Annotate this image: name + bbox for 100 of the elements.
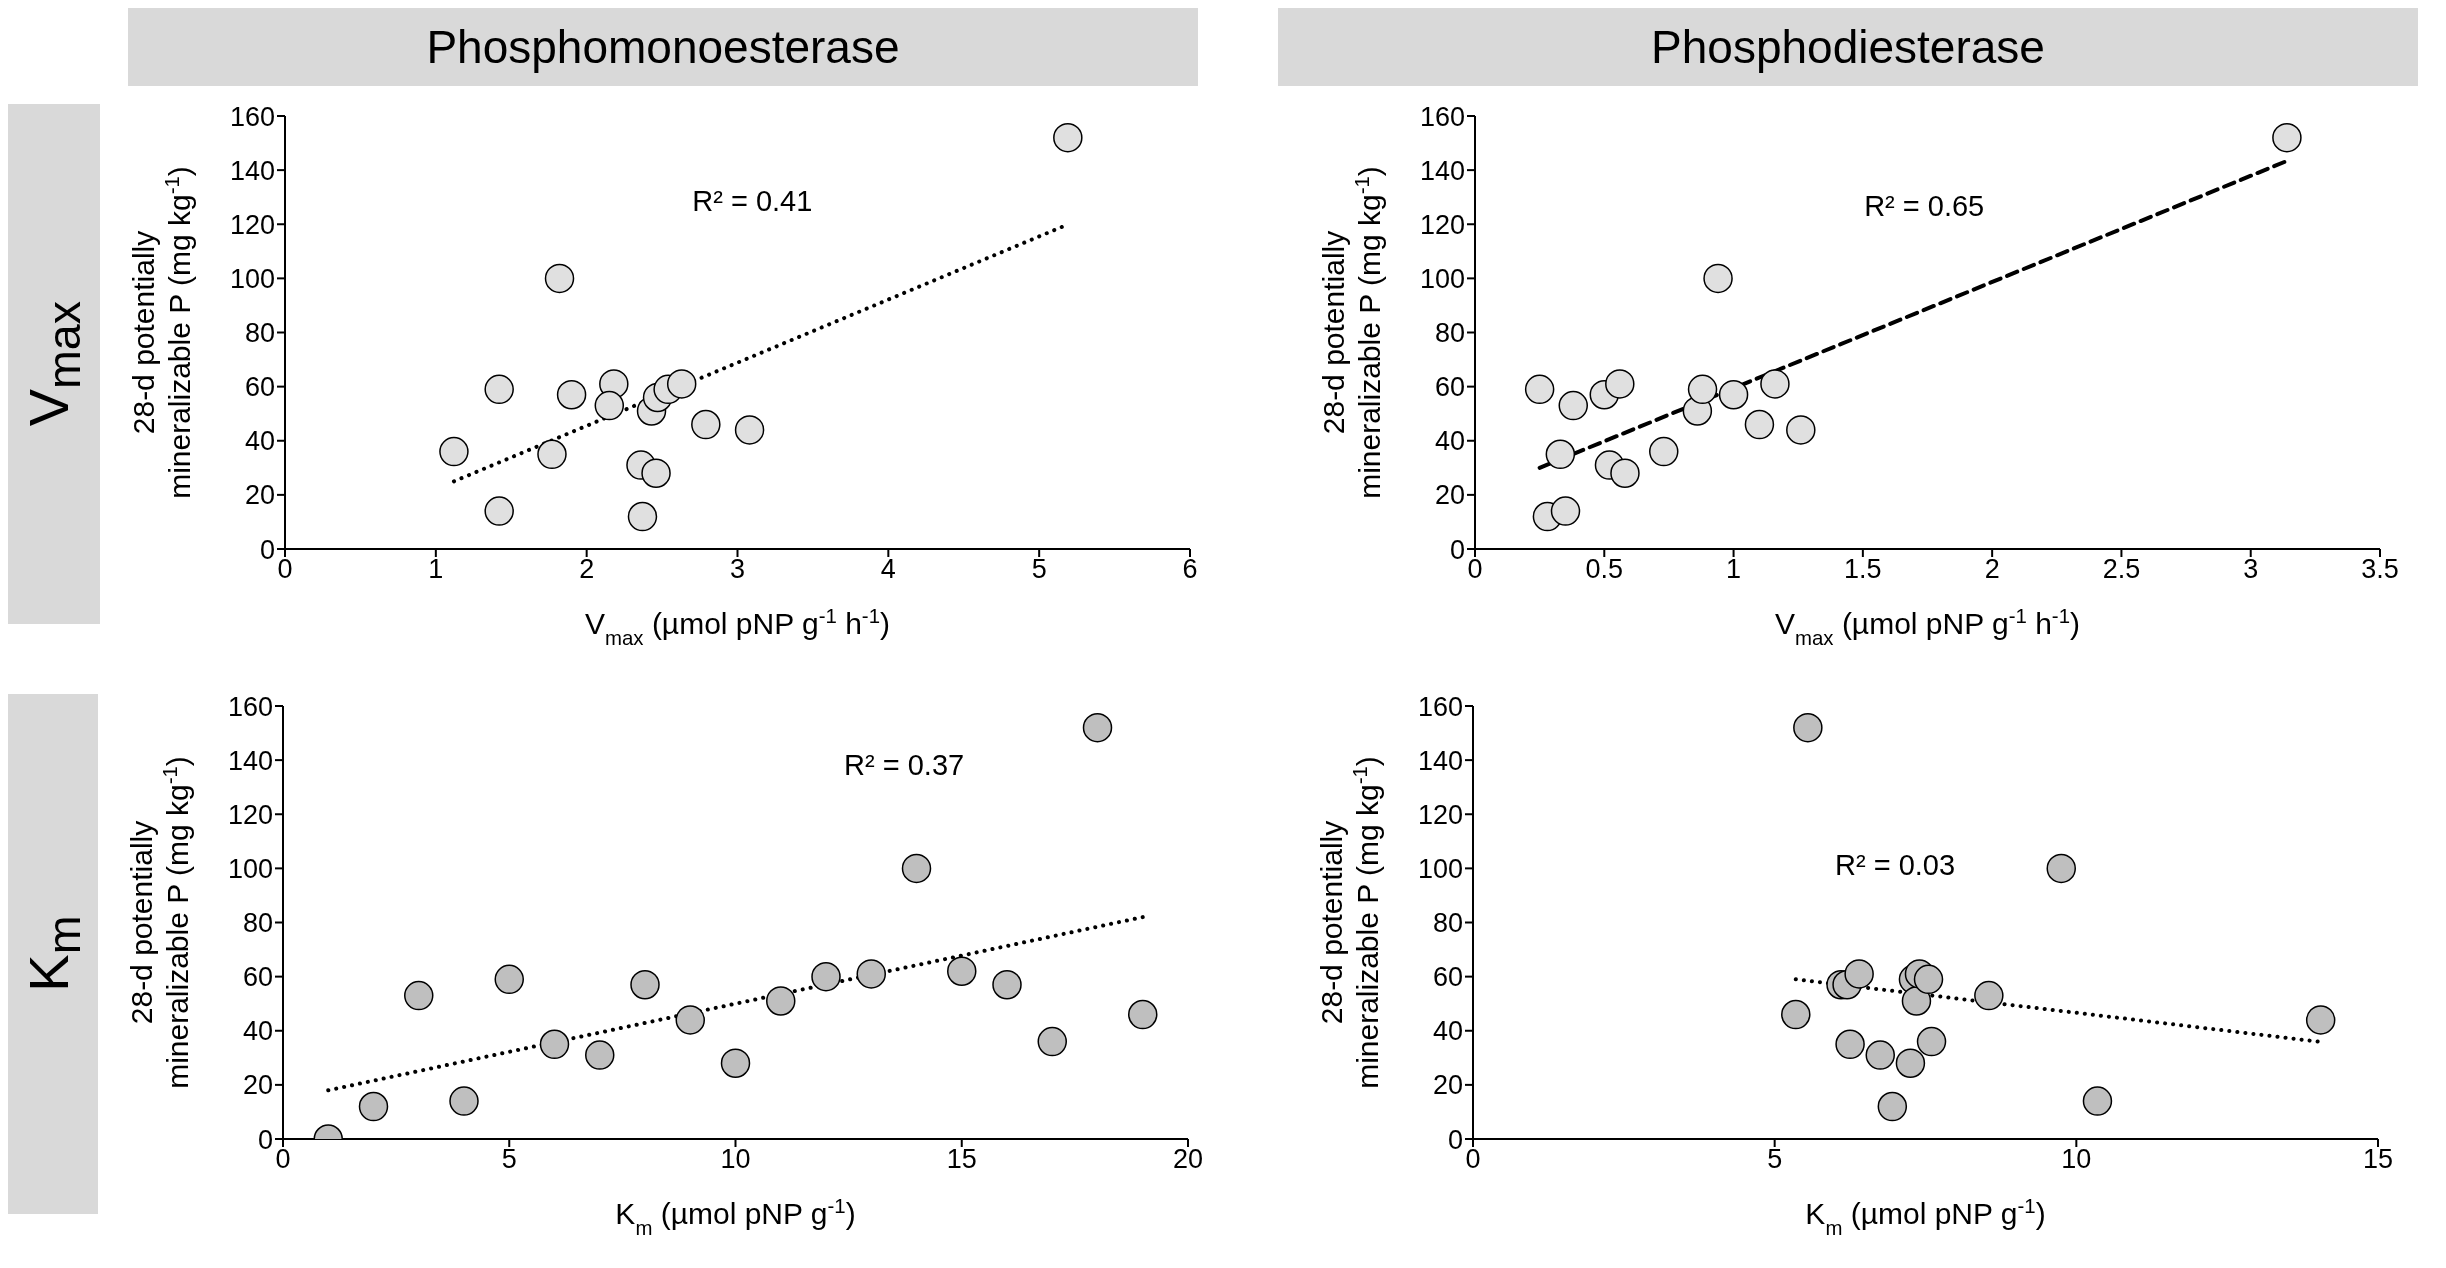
- y-tick-label: 100: [227, 853, 273, 884]
- point: [1703, 263, 1733, 294]
- point: [947, 956, 977, 986]
- y-tick-label: 120: [227, 799, 273, 830]
- y-tick-label: 140: [227, 745, 273, 776]
- point: [630, 969, 660, 1000]
- point: [484, 374, 514, 405]
- point: [1082, 712, 1113, 743]
- point: [1558, 390, 1589, 421]
- y-tick-label: 140: [1417, 745, 1463, 776]
- annotation: R² = 0.03: [1835, 848, 1956, 882]
- point: [556, 379, 587, 410]
- y-tick-label: 20: [244, 480, 275, 511]
- x-tick-label: 1: [1726, 554, 1742, 585]
- x-tick-label: 2.5: [2102, 554, 2141, 585]
- point: [1760, 369, 1790, 399]
- point: [856, 959, 886, 989]
- x-axis-title: K$_{m}$ (µmol pNP g$^{-1}$): [1805, 1195, 2046, 1239]
- point: [358, 1091, 389, 1122]
- x-tick-label: 10: [720, 1144, 751, 1175]
- y-tick-label: 100: [1419, 263, 1465, 294]
- x-tick-label: 5: [1767, 1144, 1783, 1175]
- point: [1545, 439, 1576, 470]
- point: [1901, 986, 1932, 1016]
- point: [1550, 496, 1581, 526]
- y-tick-label: 20: [1434, 480, 1465, 511]
- point: [1744, 409, 1775, 440]
- point: [2305, 1005, 2336, 1035]
- x-tick-label: 5: [1031, 554, 1047, 585]
- y-tick-label: 140: [1419, 155, 1465, 186]
- point: [1649, 436, 1679, 467]
- y-tick-label: 60: [1432, 962, 1463, 993]
- y-tick-label: 40: [242, 1016, 273, 1047]
- x-tick-label: 3.5: [2361, 554, 2399, 585]
- point: [1895, 1048, 1926, 1078]
- point: [675, 1005, 705, 1035]
- point: [539, 1029, 570, 1060]
- point: [1037, 1026, 1067, 1057]
- point: [1053, 122, 1083, 153]
- point: [585, 1040, 615, 1070]
- y-tick-label: 160: [1419, 101, 1465, 132]
- x-tick-label: 0.5: [1585, 554, 1624, 585]
- point: [1865, 1040, 1895, 1070]
- point: [484, 496, 514, 526]
- y-tick-label: 80: [1432, 908, 1463, 939]
- point: [1786, 415, 1816, 445]
- y-tick-label: 40: [1434, 426, 1465, 457]
- x-tick-label: 2: [579, 554, 595, 585]
- y-tick-label: 0: [259, 534, 275, 565]
- point: [992, 969, 1022, 1000]
- point: [641, 458, 671, 488]
- x-axis-title: V$_{max}$ (µmol pNP g$^{-1}$ h$^{-1}$): [1775, 605, 2080, 649]
- y-tick-label: 140: [229, 155, 275, 186]
- x-tick-label: 3: [729, 554, 746, 585]
- point: [449, 1086, 479, 1116]
- y-tick-label: 100: [1417, 853, 1463, 884]
- y-tick-label: 80: [242, 908, 273, 939]
- point: [666, 369, 697, 399]
- point: [1913, 964, 1944, 995]
- point: [2082, 1086, 2113, 1116]
- point: [1605, 369, 1635, 399]
- y-tick-label: 80: [1434, 318, 1465, 349]
- y-tick-label: 40: [244, 426, 275, 457]
- annotation: R² = 0.65: [1864, 189, 1985, 223]
- x-tick-label: 3: [2243, 554, 2259, 585]
- x-tick-label: 4: [880, 554, 896, 585]
- y-tick-label: 40: [1432, 1016, 1463, 1047]
- point: [1781, 999, 1811, 1030]
- y-tick-label: 0: [1447, 1124, 1463, 1155]
- point: [734, 415, 765, 445]
- y-tick-label: 0: [257, 1124, 273, 1155]
- point: [1718, 379, 1749, 410]
- y-tick-label: 20: [242, 1070, 273, 1101]
- point: [1524, 374, 1555, 405]
- y-tick-label: 120: [1417, 799, 1463, 830]
- x-tick-label: 1: [428, 554, 444, 585]
- x-tick-label: 20: [1172, 1144, 1204, 1175]
- point: [811, 961, 841, 992]
- y-tick-label: 60: [1434, 372, 1465, 403]
- y-tick-label: 160: [229, 101, 275, 132]
- point: [537, 439, 567, 470]
- annotation: R² = 0.41: [692, 185, 813, 219]
- y-tick-label: 160: [1417, 691, 1463, 722]
- x-tick-label: 2: [1984, 554, 2000, 585]
- point: [1835, 1029, 1865, 1060]
- y-tick-label: 80: [244, 318, 275, 349]
- point: [1877, 1091, 1908, 1122]
- x-tick-label: 10: [2061, 1144, 2092, 1175]
- x-tick-label: 5: [501, 1144, 517, 1175]
- y-tick-label: 60: [244, 372, 275, 403]
- point: [1974, 980, 2004, 1011]
- y-tick-label: 0: [1449, 534, 1465, 565]
- x-tick-label: 6: [1182, 554, 1198, 585]
- y-tick-label: 120: [229, 209, 275, 240]
- y-tick-label: 20: [1432, 1070, 1463, 1101]
- point: [627, 501, 658, 532]
- y-tick-label: 100: [229, 263, 275, 294]
- point: [1793, 712, 1823, 743]
- point: [2046, 853, 2076, 884]
- point: [720, 1048, 751, 1078]
